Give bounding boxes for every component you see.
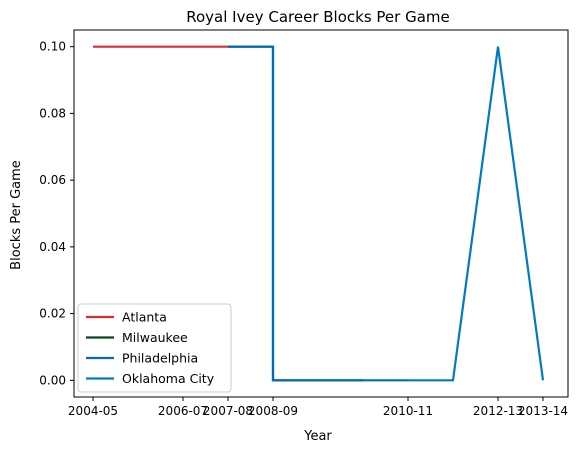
y-tick-label: 0.00 (39, 373, 66, 387)
legend-label: Philadelphia (122, 351, 198, 366)
y-tick-label: 0.06 (39, 173, 66, 187)
x-tick-label: 2013-14 (518, 404, 568, 418)
series-line-milwaukee (228, 45, 363, 382)
x-tick-label: 2006-07 (158, 404, 208, 418)
legend-box (77, 303, 232, 393)
series-line-philadelphia (228, 45, 408, 382)
x-tick-label: 2008-09 (248, 404, 298, 418)
x-tick-label: 2012-13 (473, 404, 523, 418)
legend-label: Oklahoma City (122, 371, 215, 386)
legend: Atlanta Milwaukee Philadelphia Oklahoma Cit… (77, 303, 232, 393)
x-tick-label: 2007-08 (203, 404, 253, 418)
x-axis-label: Year (303, 429, 332, 444)
y-tick-label: 0.08 (39, 106, 66, 120)
x-tick-label: 2010-11 (383, 404, 433, 418)
plot-area-frame (73, 29, 569, 398)
y-tick-label: 0.04 (39, 240, 66, 254)
x-tick-label: 2004-05 (68, 404, 118, 418)
y-tick-label: 0.02 (39, 307, 66, 321)
series-lines (93, 45, 545, 382)
y-axis-label: Blocks Per Game (9, 160, 24, 270)
legend-label: Atlanta (122, 310, 167, 325)
chart-title: Royal Ivey Career Blocks Per Game (186, 8, 449, 26)
legend-label: Milwaukee (122, 330, 188, 345)
y-axis-ticks: 0.00 0.02 0.04 0.06 0.08 0.10 (39, 40, 74, 387)
series-line-oklahoma-city (408, 46, 545, 382)
y-tick-label: 0.10 (39, 40, 66, 54)
